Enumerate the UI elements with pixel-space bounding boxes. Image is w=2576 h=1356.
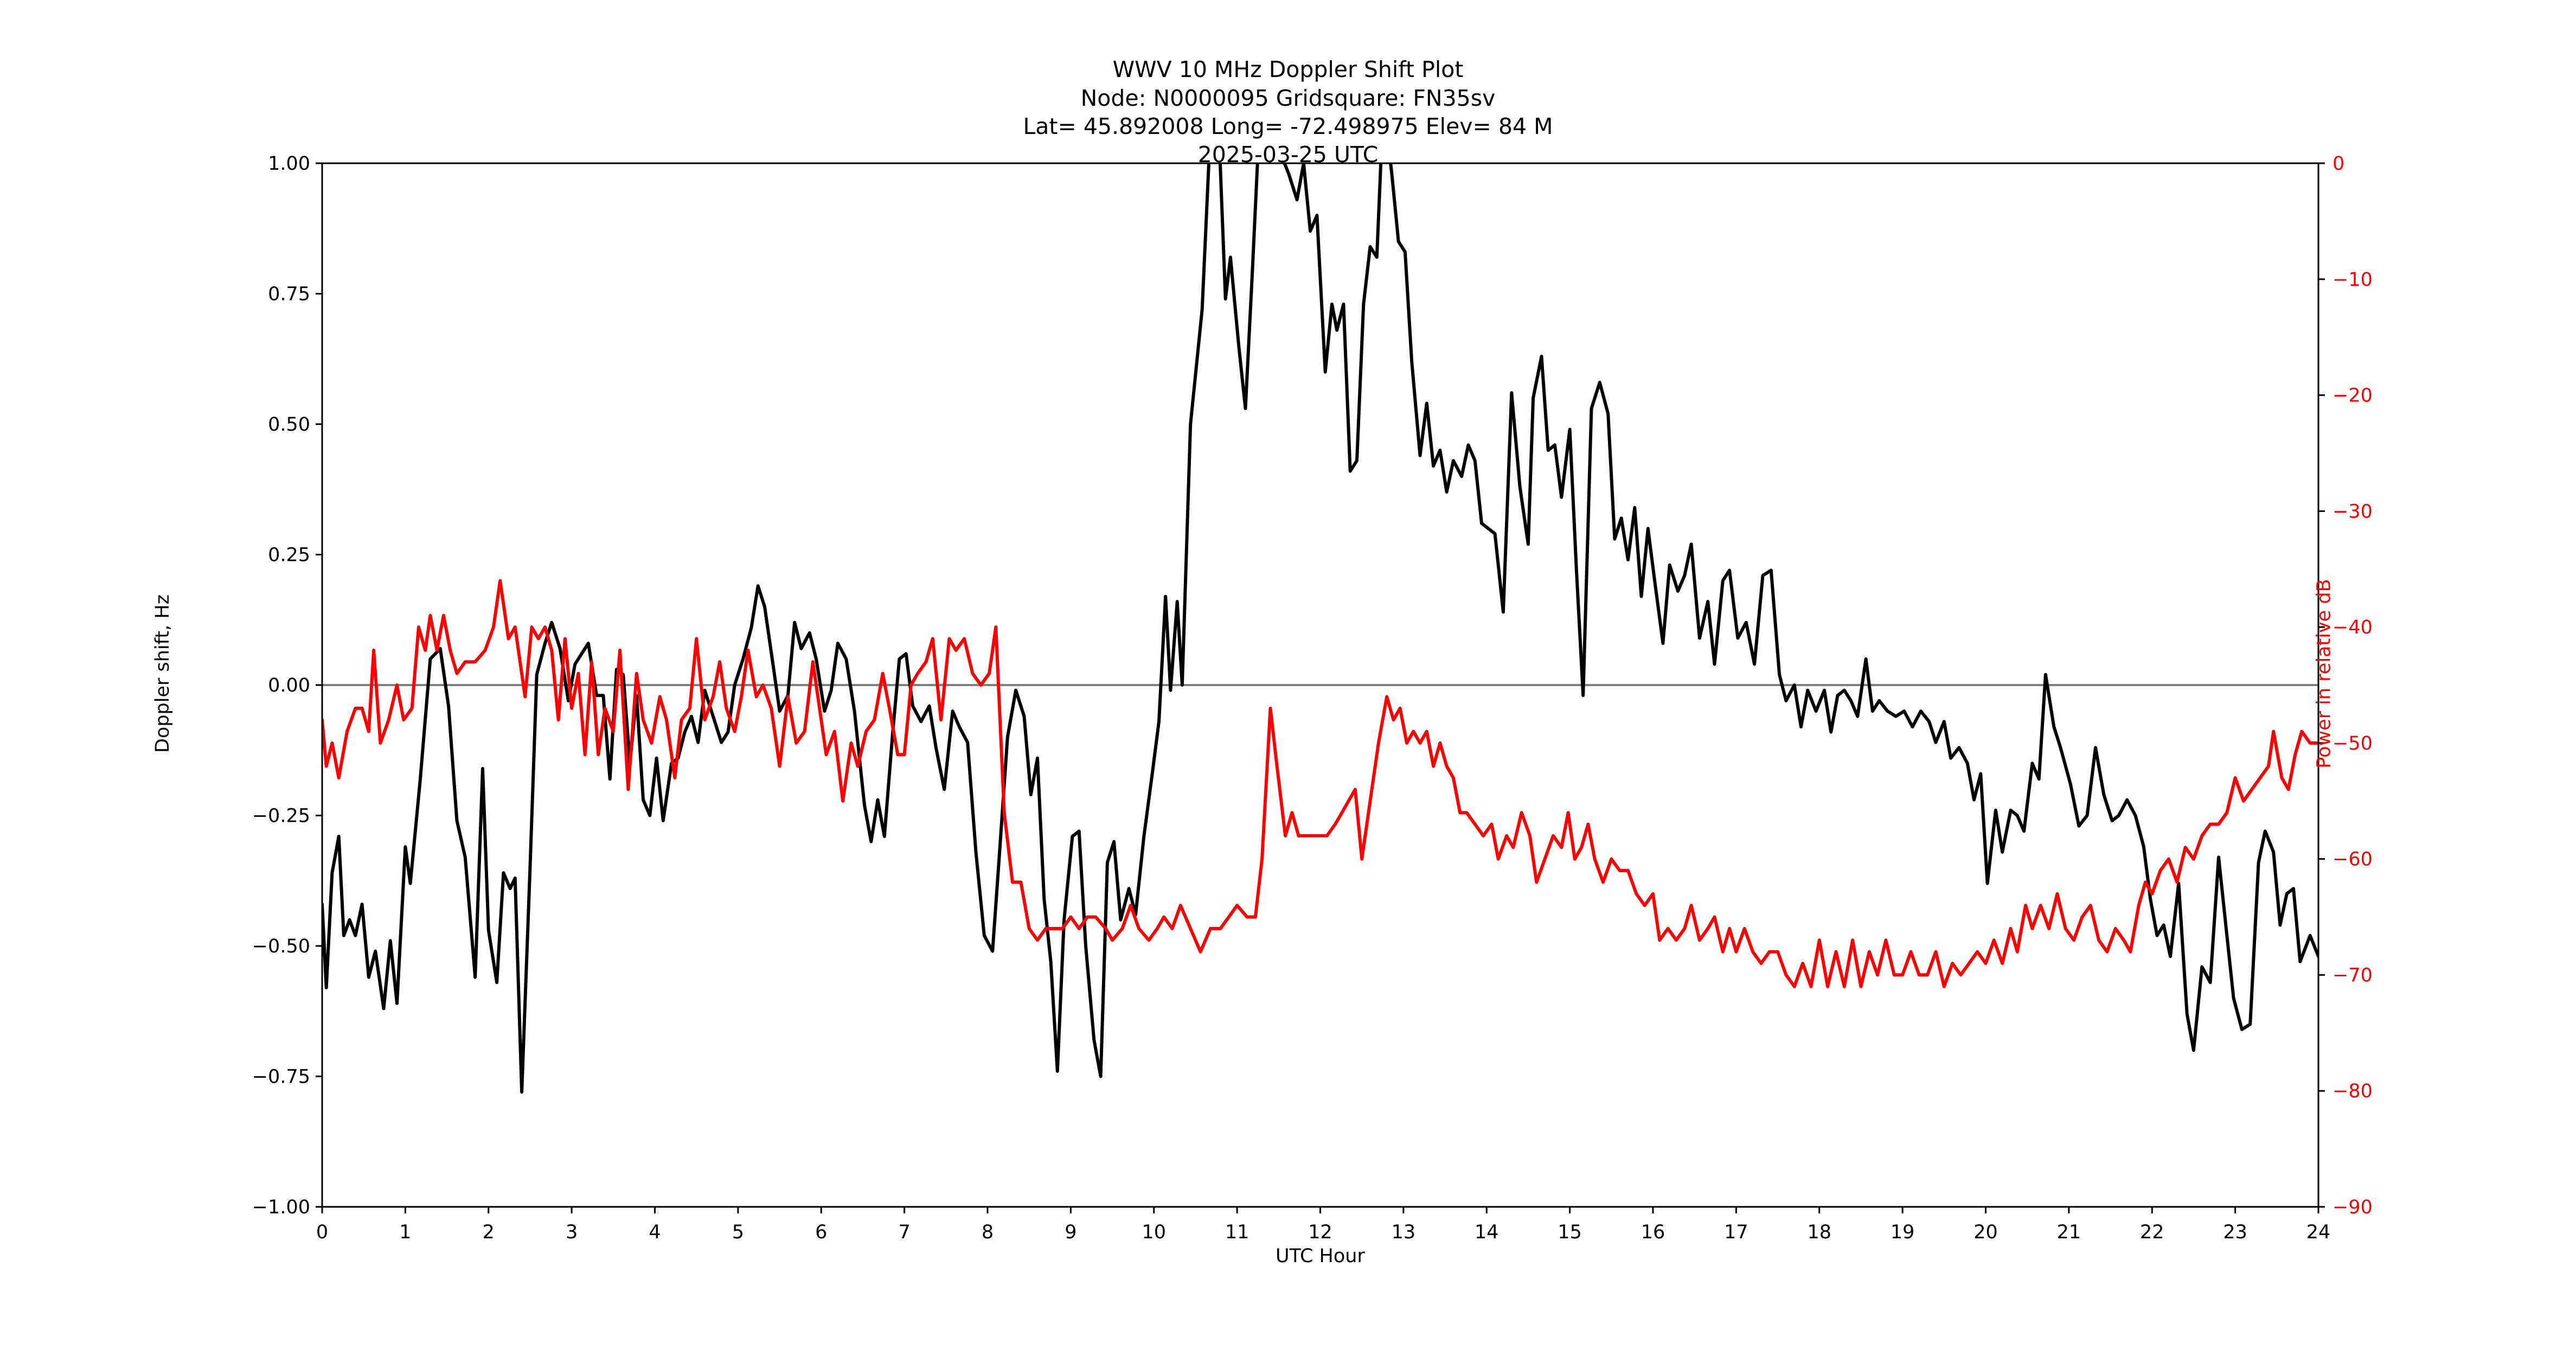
left-y-tick-label: −0.75: [252, 1066, 310, 1088]
right-y-tick-label: −60: [2333, 849, 2373, 871]
left-y-tick-label: 1.00: [268, 153, 310, 175]
chart-title: WWV 10 MHz Doppler Shift Plot: [1112, 56, 1464, 82]
right-y-tick-label: −80: [2333, 1080, 2373, 1102]
left-y-tick-label: 0.25: [268, 545, 310, 566]
x-tick-label: 15: [1558, 1221, 1582, 1243]
left-y-tick-label: 0.00: [268, 675, 310, 696]
x-tick-label: 19: [1891, 1221, 1915, 1243]
left-y-tick-label: −0.25: [252, 805, 310, 827]
left-y-tick-label: −1.00: [252, 1197, 310, 1218]
power-series-line: [322, 579, 2318, 988]
x-tick-label: 13: [1392, 1221, 1416, 1243]
doppler-series-line: [322, 163, 2318, 1094]
left-y-tick-label: 0.75: [268, 284, 310, 305]
x-tick-label: 14: [1475, 1221, 1499, 1243]
x-tick-label: 2: [483, 1221, 495, 1243]
right-y-tick-label: −70: [2333, 964, 2373, 986]
left-y-axis-ticks: 1.00 0.75 0.50 0.25 0.00 −0.25 −0.50 −0.75 −1.00: [252, 153, 322, 1218]
x-tick-label: 9: [1065, 1221, 1076, 1243]
right-y-tick-label: −10: [2333, 269, 2373, 291]
x-tick-label: 7: [898, 1221, 910, 1243]
x-tick-label: 1: [399, 1221, 411, 1243]
right-y-tick-label: 0: [2333, 153, 2344, 175]
right-y-axis-label: Power in relative dB: [2313, 579, 2335, 769]
x-tick-label: 8: [982, 1221, 994, 1243]
x-tick-label: 18: [1807, 1221, 1831, 1243]
x-tick-label: 10: [1142, 1221, 1166, 1243]
x-tick-label: 24: [2306, 1221, 2331, 1243]
chart-subtitle-node: Node: N0000095 Gridsquare: FN35sv: [1080, 85, 1496, 111]
x-tick-label: 22: [2140, 1221, 2164, 1243]
left-y-tick-label: 0.50: [268, 414, 310, 436]
left-y-axis-label: Doppler shift, Hz: [152, 594, 174, 753]
x-tick-label: 11: [1225, 1221, 1249, 1243]
x-tick-label: 4: [649, 1221, 661, 1243]
right-y-tick-label: −40: [2333, 617, 2373, 638]
x-tick-label: 17: [1724, 1221, 1748, 1243]
x-tick-label: 6: [815, 1221, 827, 1243]
x-tick-label: 3: [566, 1221, 578, 1243]
right-y-tick-label: −90: [2333, 1197, 2373, 1218]
right-y-tick-label: −20: [2333, 385, 2373, 407]
x-tick-label: 5: [732, 1221, 744, 1243]
right-y-axis-ticks: 0 −10 −20 −30 −40 −50 −60 −70 −80 −90: [2318, 153, 2373, 1218]
x-axis-ticks: 0 1 2 3 4 5 6 7 8 9 10 11 12 13 14 15 16 17 18 19 20 21 22 23 24: [316, 1207, 2330, 1243]
x-tick-label: 23: [2223, 1221, 2247, 1243]
x-tick-label: 21: [2057, 1221, 2081, 1243]
x-tick-label: 20: [1973, 1221, 1998, 1243]
series-layer: [322, 163, 2318, 1094]
right-y-tick-label: −50: [2333, 733, 2373, 754]
x-tick-label: 0: [316, 1221, 328, 1243]
x-tick-label: 16: [1641, 1221, 1665, 1243]
right-y-tick-label: −30: [2333, 501, 2373, 522]
left-y-tick-label: −0.50: [252, 936, 310, 957]
x-tick-label: 12: [1308, 1221, 1332, 1243]
x-axis-label: UTC Hour: [1276, 1245, 1365, 1267]
chart-subtitle-location: Lat= 45.892008 Long= -72.498975 Elev= 84…: [1023, 113, 1553, 139]
